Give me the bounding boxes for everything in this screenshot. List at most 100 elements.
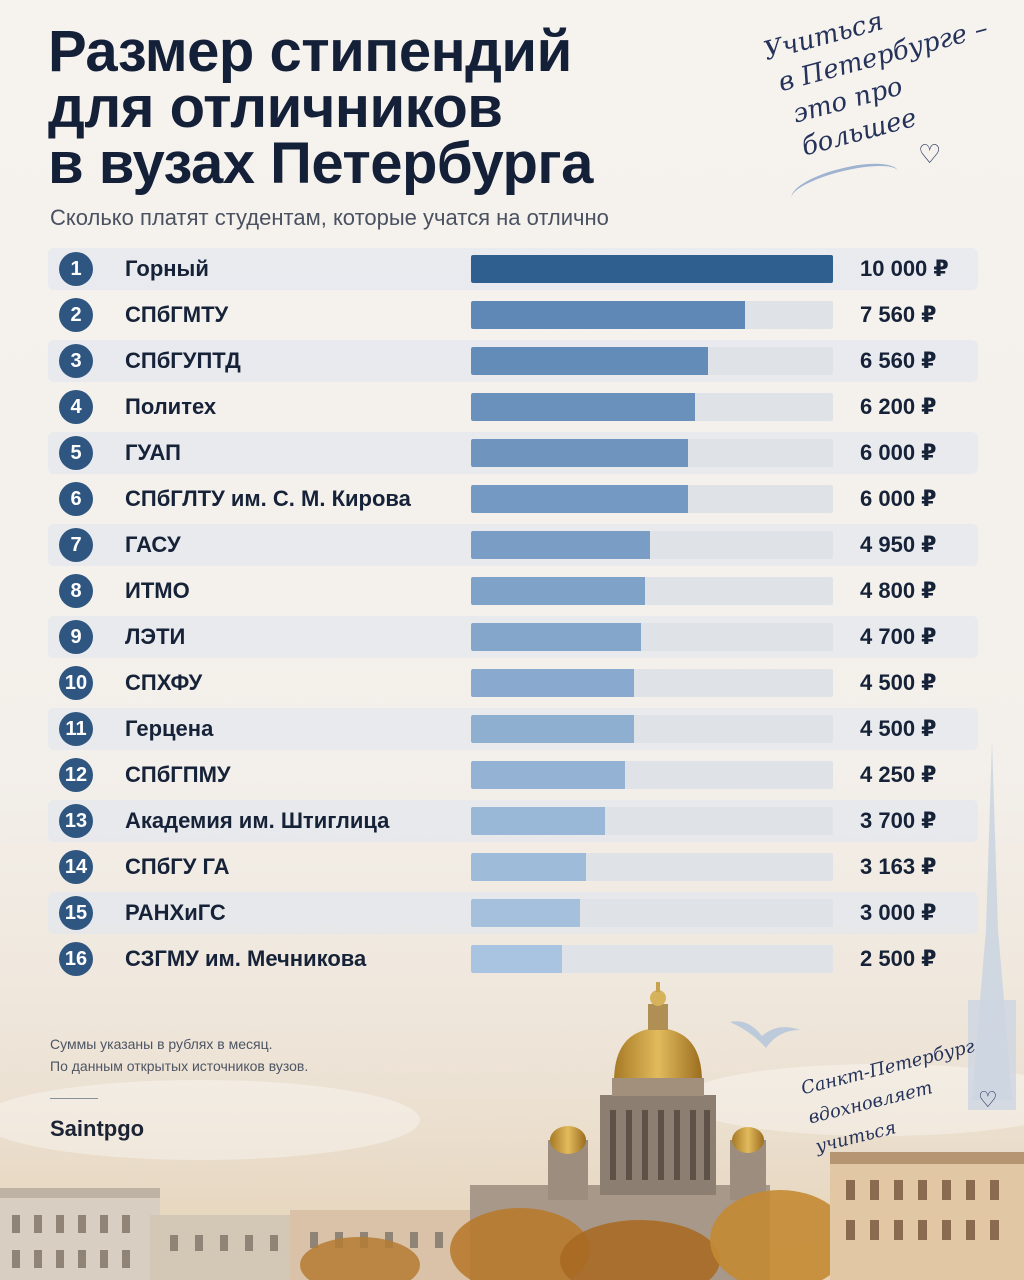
bar: [471, 255, 833, 283]
category-label: Академия им. Штиглица: [125, 808, 390, 833]
chart-row: 9 ЛЭТИ 4 700 ₽: [48, 616, 978, 658]
heart-icon-bottom: ♡: [978, 1088, 998, 1113]
chart-row: 1 Горный 10 000 ₽: [48, 248, 978, 290]
value-label: 7 560 ₽: [860, 302, 937, 327]
bar: [471, 485, 689, 513]
value-label: 4 800 ₽: [860, 578, 937, 603]
chart-row: 2 СПбГМТУ 7 560 ₽: [48, 294, 978, 336]
footnote: Суммы указаны в рублях в месяц. По данны…: [50, 1033, 308, 1077]
page-subtitle: Сколько платят студентам, которые учатся…: [50, 205, 609, 230]
rank-badge: 1: [59, 252, 93, 286]
footnote-line-1: Суммы указаны в рублях в месяц.: [50, 1036, 273, 1052]
rank-badge: 2: [59, 298, 93, 332]
rank-badge: 5: [59, 436, 93, 470]
rank-badge: 3: [59, 344, 93, 378]
bar: [471, 899, 580, 927]
category-label: ЛЭТИ: [125, 624, 186, 649]
bar: [471, 945, 562, 973]
bar-track: [471, 393, 833, 421]
bar: [471, 347, 709, 375]
bar-track: [471, 807, 833, 835]
category-label: ГУАП: [125, 440, 181, 465]
chart-row: 6 СПбГЛТУ им. С. М. Кирова 6 000 ₽: [48, 478, 978, 520]
value-label: 3 000 ₽: [860, 900, 937, 925]
value-label: 2 500 ₽: [860, 946, 937, 971]
scholarship-bar-chart: 1 Горный 10 000 ₽ 2 СПбГМТУ 7 560 ₽ 3 СПбГУПТД 6…: [48, 248, 980, 988]
value-label: 6 000 ₽: [860, 440, 937, 465]
chart-row: 8 ИТМО 4 800 ₽: [48, 570, 978, 612]
chart-row: 14 СПбГУ ГА 3 163 ₽: [48, 846, 978, 888]
bar-track: [471, 439, 833, 467]
bar: [471, 531, 651, 559]
rank-badge: 16: [59, 942, 93, 976]
bar: [471, 669, 634, 697]
bar-track: [471, 255, 833, 283]
rank-badge: 14: [59, 850, 93, 884]
category-label: ИТМО: [125, 578, 190, 603]
value-label: 4 700 ₽: [860, 624, 937, 649]
rank-badge: 7: [59, 528, 93, 562]
value-label: 10 000 ₽: [860, 256, 949, 281]
chart-row: 16 СЗГМУ им. Мечникова 2 500 ₽: [48, 938, 978, 980]
bar-track: [471, 715, 833, 743]
value-label: 4 950 ₽: [860, 532, 937, 557]
category-label: СПХФУ: [125, 670, 203, 695]
bar-track: [471, 899, 833, 927]
bar-track: [471, 485, 833, 513]
bar: [471, 577, 645, 605]
page-title: Размер стипендий для отличников в вузах …: [48, 19, 748, 196]
bar: [471, 623, 642, 651]
bar: [471, 853, 586, 881]
bar-track: [471, 577, 833, 605]
title-line-1: Размер стипендий: [48, 19, 572, 84]
bar-track: [471, 761, 833, 789]
chart-row: 10 СПХФУ 4 500 ₽: [48, 662, 978, 704]
bar-track: [471, 945, 833, 973]
category-label: ГАСУ: [125, 532, 181, 557]
value-label: 6 000 ₽: [860, 486, 937, 511]
category-label: РАНХиГС: [125, 900, 226, 925]
bar: [471, 715, 634, 743]
rank-badge: 15: [59, 896, 93, 930]
value-label: 6 560 ₽: [860, 348, 937, 373]
bar-track: [471, 347, 833, 375]
bar: [471, 807, 605, 835]
category-label: СПбГМТУ: [125, 302, 229, 327]
rank-badge: 13: [59, 804, 93, 838]
bar-track: [471, 623, 833, 651]
heart-icon: ♡: [918, 140, 942, 170]
title-line-3: в вузах Петербурга: [48, 131, 593, 196]
divider: [50, 1098, 98, 1099]
category-label: СПбГПМУ: [125, 762, 231, 787]
category-label: СЗГМУ им. Мечникова: [125, 946, 367, 971]
rank-badge: 11: [59, 712, 93, 746]
rank-badge: 12: [59, 758, 93, 792]
category-label: Горный: [125, 256, 209, 281]
category-label: СПбГУ ГА: [125, 854, 230, 879]
category-label: Политех: [125, 394, 217, 419]
chart-row: 7 ГАСУ 4 950 ₽: [48, 524, 978, 566]
chart-row: 11 Герцена 4 500 ₽: [48, 708, 978, 750]
bar: [471, 393, 696, 421]
bar: [471, 301, 745, 329]
bar-track: [471, 853, 833, 881]
chart-row: 3 СПбГУПТД 6 560 ₽: [48, 340, 978, 382]
title-line-2: для отличников: [48, 75, 503, 140]
brand-logo: Saintpgo: [50, 1116, 145, 1141]
bar: [471, 439, 689, 467]
rank-badge: 9: [59, 620, 93, 654]
bar-track: [471, 669, 833, 697]
value-label: 6 200 ₽: [860, 394, 937, 419]
chart-row: 4 Политех 6 200 ₽: [48, 386, 978, 428]
category-label: Герцена: [125, 716, 214, 741]
category-label: СПбГУПТД: [125, 348, 241, 373]
chart-row: 12 СПбГПМУ 4 250 ₽: [48, 754, 978, 796]
rank-badge: 10: [59, 666, 93, 700]
value-label: 4 250 ₽: [860, 762, 937, 787]
value-label: 4 500 ₽: [860, 670, 937, 695]
category-label: СПбГЛТУ им. С. М. Кирова: [125, 486, 411, 511]
value-label: 3 700 ₽: [860, 808, 937, 833]
rank-badge: 6: [59, 482, 93, 516]
bar: [471, 761, 625, 789]
value-label: 3 163 ₽: [860, 854, 937, 879]
